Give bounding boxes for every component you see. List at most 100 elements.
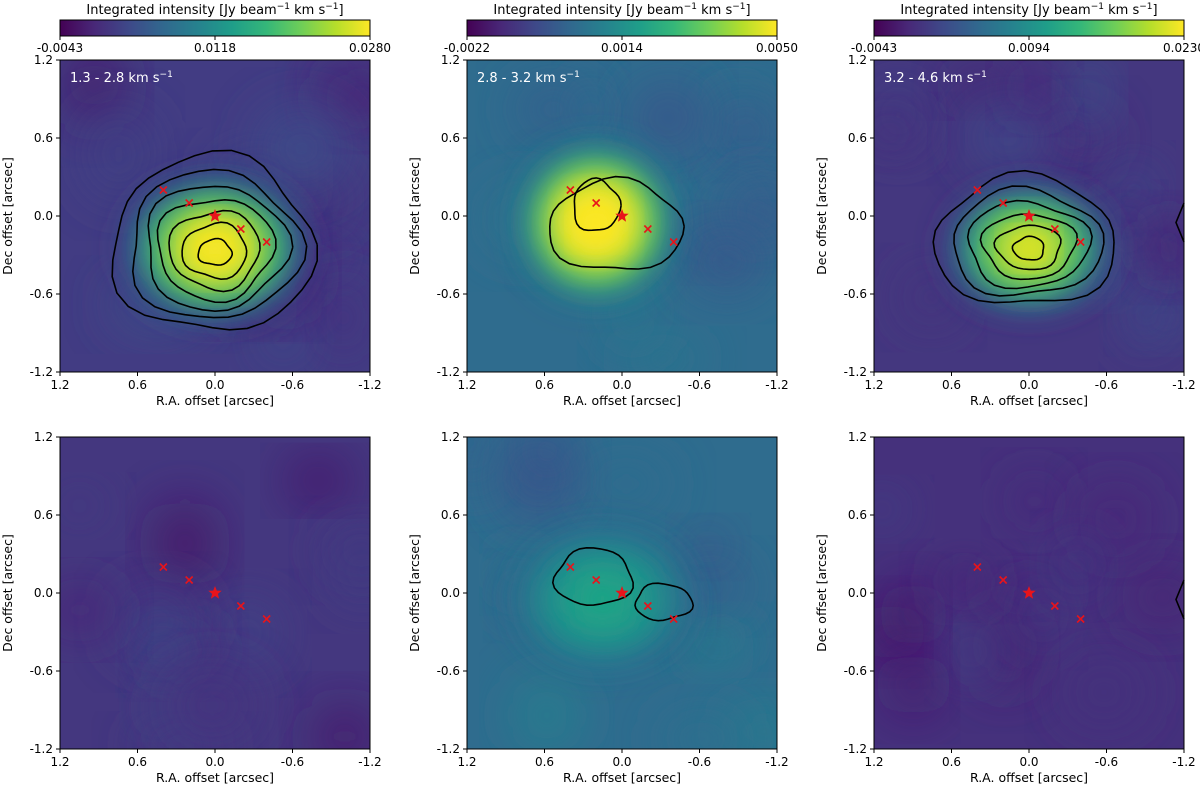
cross-marker [236,224,245,234]
y-tick-label: -0.6 [844,287,867,301]
colorbar-tick-label: 0.0014 [601,41,643,55]
x-tick-label: 1.2 [864,755,883,769]
y-tick-label: 0.6 [34,508,53,522]
y-tick-label: -1.2 [437,365,460,379]
intensity-map [60,437,370,749]
x-tick-label: 0.0 [205,755,224,769]
y-tick-label: 0.6 [441,508,460,522]
cross-marker [973,562,982,572]
contour-line [181,221,248,281]
colorbar-title: Integrated intensity [Jy beam−1 km s−1] [493,2,750,18]
x-tick-label: 0.0 [1019,378,1038,392]
y-tick-label: 0.0 [34,209,53,223]
y-tick-label: 0.0 [848,586,867,600]
intensity-map [60,60,370,372]
colorbar-tick-label: 0.0230 [1163,41,1200,55]
colorbar: -0.0043 0.0118 0.0280 Integrated intensity … [37,2,391,55]
x-tick-label: 0.0 [612,378,631,392]
star-marker [1022,586,1036,599]
y-axis-label: Dec offset [arcsec] [0,157,15,275]
intensity-map [467,437,777,749]
colorbar-tick-label: 0.0094 [1008,41,1050,55]
x-tick-label: -1.2 [765,378,788,392]
contour-line [932,169,1115,304]
panel-3: 1.2 0.6 0.0 -0.6 -1.21.20.60.0-0.6-1.2R.A. o… [814,2,1200,408]
contour-line [131,168,308,319]
x-tick-label: 0.0 [1019,755,1038,769]
cross-marker [262,614,271,624]
panel-1: 1.2 0.6 0.0 -0.6 -1.21.20.60.0-0.6-1.2R.A. o… [0,2,391,408]
cross-marker [973,185,982,195]
contour-line [953,185,1105,297]
colorbar-tick-label: -0.0043 [851,41,897,55]
y-tick-label: 1.2 [34,53,53,67]
colorbar-title: Integrated intensity [Jy beam−1 km s−1] [900,2,1157,18]
y-tick-label: -1.2 [30,742,53,756]
x-tick-label: -0.6 [281,378,304,392]
contour-line [979,213,1079,281]
x-tick-label: 1.2 [864,378,883,392]
cross-marker [643,224,652,234]
star-marker [615,586,629,599]
y-tick-label: 0.6 [441,131,460,145]
velocity-range-label: 1.3 - 2.8 km s−1 [70,70,173,86]
cross-marker [1076,237,1085,247]
cross-marker [185,198,194,208]
contour-line [168,209,261,293]
colorbar: -0.0043 0.0094 0.0230 Integrated intensity … [851,2,1200,55]
star-marker [615,209,629,222]
x-axis-label: R.A. offset [arcsec] [970,393,1088,408]
contour-line [573,177,622,232]
y-tick-label: 1.2 [34,430,53,444]
intensity-map [467,60,777,372]
velocity-range-label: 3.2 - 4.6 km s−1 [884,70,987,86]
x-tick-label: 1.2 [50,378,69,392]
cross-marker [262,237,271,247]
contour-line [156,198,277,304]
contour-line [1011,235,1045,261]
cross-marker [159,562,168,572]
x-tick-label: 0.6 [942,755,961,769]
x-axis-label: R.A. offset [arcsec] [563,393,681,408]
x-tick-label: 1.2 [50,755,69,769]
y-tick-label: 1.2 [848,430,867,444]
colorbar-tick-label: 0.0050 [756,41,798,55]
y-tick-label: 0.0 [848,209,867,223]
colorbar: -0.0022 0.0014 0.0050 Integrated intensity … [444,2,798,55]
x-tick-label: 0.6 [535,755,554,769]
y-tick-label: 0.6 [848,131,867,145]
contour-line [147,185,294,313]
contour-line [1175,579,1185,620]
y-axis-label: Dec offset [arcsec] [407,534,422,652]
cross-marker [1050,601,1059,611]
x-tick-label: 0.6 [535,378,554,392]
x-tick-label: 0.6 [942,378,961,392]
x-tick-label: 1.2 [457,378,476,392]
velocity-range-label: 2.8 - 3.2 km s−1 [477,70,580,86]
panel-5: 1.2 0.6 0.0 -0.6 -1.21.20.60.0-0.6-1.2R.A. o… [407,430,789,785]
x-tick-label: -1.2 [358,378,381,392]
y-tick-label: 0.6 [848,508,867,522]
cross-marker [999,198,1008,208]
contour-line [197,237,233,266]
colorbar-tick-label: -0.0022 [444,41,490,55]
x-tick-label: -0.6 [281,755,304,769]
y-tick-label: -1.2 [437,742,460,756]
x-tick-label: -1.2 [765,755,788,769]
y-tick-label: -1.2 [844,365,867,379]
x-axis-label: R.A. offset [arcsec] [970,770,1088,785]
y-tick-label: 1.2 [441,53,460,67]
contour-line [966,199,1093,290]
star-marker [208,209,222,222]
contour-line [993,224,1062,271]
x-tick-label: -0.6 [1095,755,1118,769]
x-tick-label: -1.2 [1172,378,1195,392]
colorbar-title: Integrated intensity [Jy beam−1 km s−1] [86,2,343,18]
x-tick-label: 0.6 [128,378,147,392]
y-tick-label: 1.2 [848,53,867,67]
contour-line [1175,202,1185,243]
contour-line [551,546,634,607]
x-tick-label: -0.6 [1095,378,1118,392]
y-tick-label: -1.2 [30,365,53,379]
